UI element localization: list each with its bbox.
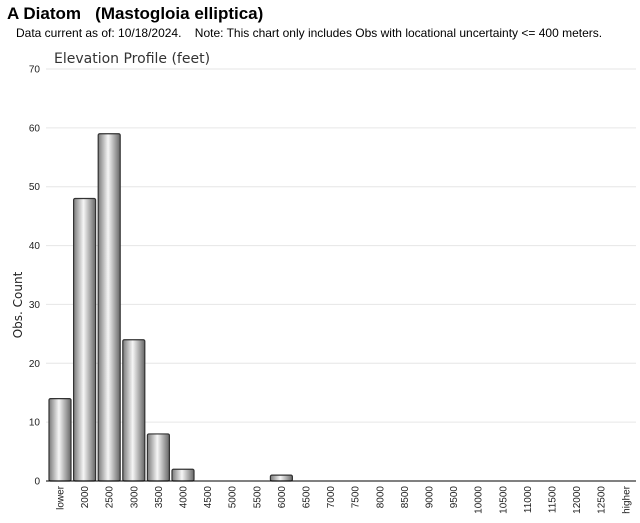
data-note: Data current as of: 10/18/2024. Note: Th… [16,26,603,40]
x-tick-label: 10000 [474,486,485,514]
bar-3500 [146,433,170,482]
x-tick-label: 12500 [597,486,608,514]
y-tick-label: 0 [34,477,40,488]
bars [48,133,293,482]
x-tick-label: 2000 [80,486,91,509]
x-tick-label: 6500 [302,486,313,509]
x-tick-label: 6000 [277,486,288,509]
bar-6000 [269,474,293,482]
x-tick-label: 5000 [228,486,239,509]
x-tick-label: 10500 [498,486,509,514]
x-tick-label: 12000 [572,486,583,514]
bar-4000 [171,468,195,482]
y-axis-ticks: 0 10 20 30 40 50 60 70 [29,65,41,488]
x-tick-label: 11500 [548,486,559,514]
x-tick-label: 8500 [400,486,411,509]
chart-header-title: A Diatom (Mastogloia elliptica) [7,4,264,23]
x-tick-label: 2500 [105,486,116,509]
bar-2500 [97,133,121,482]
x-tick-label: 7500 [351,486,362,509]
bar-2000 [72,197,97,482]
bar-lower [48,398,72,482]
x-tick-label: 3000 [129,486,140,509]
x-tick-label: 9000 [425,486,436,509]
y-tick-label: 70 [29,65,41,76]
x-tick-label: higher [621,485,632,513]
y-tick-label: 40 [29,241,41,252]
y-axis-label: Obs. Count [11,271,25,338]
x-tick-label: 11000 [523,486,534,514]
x-tick-label: 4500 [203,486,214,509]
x-axis-ticks: lower 2000 2500 3000 3500 4000 4500 5000 5500 600… [56,485,633,513]
x-tick-label: 3500 [154,486,165,509]
y-tick-label: 20 [29,359,41,370]
y-tick-label: 10 [29,418,41,429]
bar-3000 [122,339,146,482]
x-tick-label: 4000 [179,486,190,509]
x-tick-label: 7000 [326,486,337,509]
y-tick-label: 30 [29,300,41,311]
x-tick-label: lower [56,485,67,510]
plot-title: Elevation Profile (feet) [54,51,210,67]
y-tick-label: 50 [29,182,41,193]
x-tick-label: 5500 [252,486,263,509]
y-tick-label: 60 [29,123,41,134]
x-tick-label: 9500 [449,486,460,509]
x-tick-label: 8000 [375,486,386,509]
